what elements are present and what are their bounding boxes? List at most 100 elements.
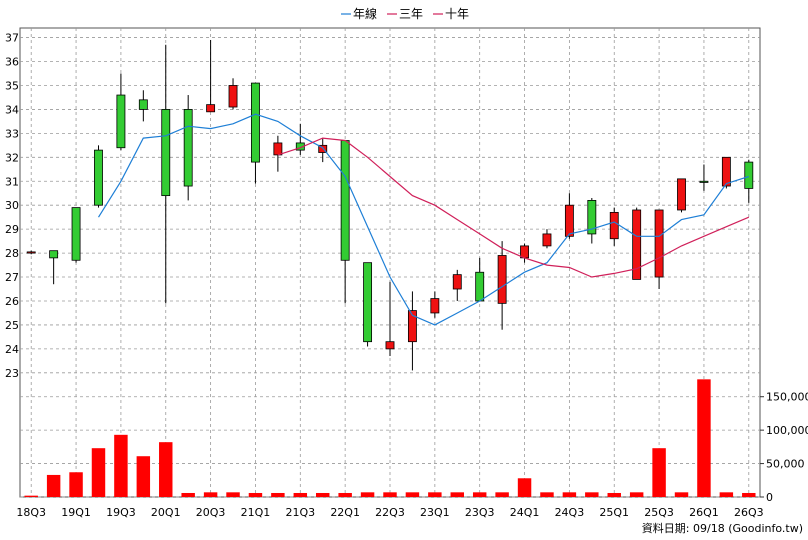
candle — [677, 178, 686, 213]
candle — [183, 95, 193, 201]
volume-bar — [450, 492, 464, 497]
price-tick-label: 24 — [5, 343, 19, 356]
price-tick-label: 37 — [5, 32, 19, 45]
time-tick-label: 23Q1 — [420, 506, 450, 519]
candle-body — [744, 161, 754, 189]
candle-body — [71, 207, 81, 261]
candle — [385, 281, 395, 357]
candle — [49, 250, 59, 285]
candle — [699, 164, 709, 191]
candle-body — [273, 142, 283, 156]
legend-item-year-line: 年線 — [341, 6, 377, 21]
time-tick-label: 22Q1 — [330, 506, 360, 519]
candle-body — [228, 85, 238, 108]
price-tick-label: 34 — [5, 103, 19, 116]
price-tick-label: 28 — [5, 247, 19, 260]
legend-label-ten-year-line: 十年 — [445, 7, 469, 21]
time-tick-label: 21Q3 — [285, 506, 315, 519]
candle — [273, 135, 283, 172]
candle — [587, 198, 597, 244]
candle — [564, 193, 574, 239]
volume-bar — [719, 492, 734, 497]
price-tick-label: 32 — [5, 151, 19, 164]
price-tick-label: 30 — [5, 199, 19, 212]
price-tick-label: 23 — [5, 367, 19, 380]
time-tick-label: 22Q3 — [375, 506, 405, 519]
candle-body — [677, 178, 686, 211]
candle-body — [475, 271, 485, 302]
legend-item-ten-year-line: 十年 — [433, 7, 469, 21]
volume-bar — [428, 492, 442, 497]
candle-body — [94, 149, 103, 206]
legend-label-three-year-line: 三年 — [399, 7, 423, 21]
time-tick-label: 24Q1 — [510, 506, 540, 519]
time-tick-label: 20Q3 — [196, 506, 226, 519]
volume-tick-label: 100,000 — [766, 424, 808, 437]
price-tick-label: 27 — [5, 271, 19, 284]
volume-bar — [562, 492, 577, 497]
time-tick-label: 19Q3 — [106, 506, 136, 519]
candle-body — [49, 250, 59, 259]
price-tick-label: 36 — [5, 56, 19, 69]
candle-body — [430, 298, 440, 314]
volume-bar — [585, 492, 599, 497]
time-tick-label: 26Q3 — [734, 506, 764, 519]
candle-body — [542, 233, 552, 247]
legend: 年線 三年 十年 — [341, 6, 469, 21]
candle — [206, 39, 216, 113]
volume-bar — [248, 492, 263, 497]
volume-bar — [405, 492, 420, 497]
candle-body — [407, 310, 417, 343]
candle-body — [138, 99, 148, 110]
candle-body — [318, 144, 328, 153]
time-tick-label: 18Q3 — [16, 506, 46, 519]
candle — [407, 291, 417, 371]
volume-tick-label: 50,000 — [766, 458, 805, 471]
price-tick-label: 25 — [5, 319, 19, 332]
candle — [542, 229, 552, 249]
time-tick-label: 24Q3 — [555, 506, 585, 519]
candle-body — [116, 94, 126, 149]
candle — [609, 207, 619, 246]
volume-bars — [24, 379, 756, 497]
volume-bar — [203, 492, 218, 497]
candle-body — [587, 200, 597, 235]
volume-bar — [652, 448, 666, 497]
candle-body — [497, 255, 507, 304]
candle-body — [632, 209, 642, 280]
volume-bar — [159, 442, 173, 497]
candle — [363, 262, 373, 347]
volume-bar — [472, 492, 487, 497]
data-date-credit: 資料日期: 09/18 (Goodinfo.tw) — [642, 521, 803, 535]
volume-bar — [46, 474, 61, 497]
price-tick-label: 26 — [5, 295, 19, 308]
axes: 23 24 25 26 27 28 29 30 31 32 33 34 35 36 37 0 50,000 100… — [5, 32, 808, 519]
volume-bar — [69, 472, 83, 497]
candle-body — [363, 262, 373, 343]
time-tick-label: 23Q3 — [465, 506, 495, 519]
candle-body — [340, 140, 350, 261]
trend-lines — [97, 113, 750, 326]
price-tick-label: 33 — [5, 127, 19, 140]
candle — [251, 82, 260, 184]
volume-bar — [114, 434, 128, 497]
time-tick-label: 25Q3 — [644, 506, 674, 519]
volume-tick-label: 0 — [766, 491, 773, 504]
volume-tick-label: 150,000 — [766, 391, 808, 404]
time-tick-label: 19Q1 — [61, 506, 91, 519]
volume-bar — [742, 492, 756, 497]
candle-body — [251, 82, 260, 163]
time-tick-label: 25Q1 — [599, 506, 629, 519]
candle — [138, 90, 148, 122]
candle-body — [26, 251, 36, 254]
time-tick-label: 26Q1 — [689, 506, 719, 519]
volume-bar — [697, 379, 711, 497]
candle-body — [654, 209, 664, 278]
candle — [654, 209, 664, 290]
volume-bar — [293, 492, 308, 497]
candle-body — [385, 341, 395, 350]
volume-bar — [540, 492, 554, 497]
candle — [452, 269, 462, 301]
candle-body — [183, 109, 193, 187]
